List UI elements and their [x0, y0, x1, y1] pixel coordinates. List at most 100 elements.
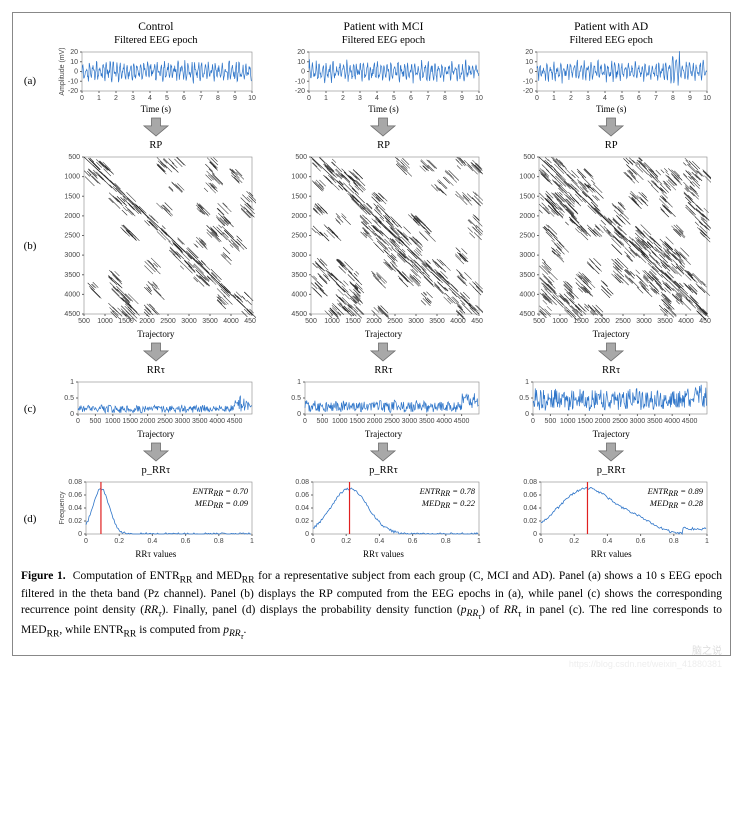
svg-text:4500: 4500: [244, 318, 256, 325]
svg-text:0.06: 0.06: [524, 492, 538, 499]
watermark-url: https://blog.csdn.net/weixin_41880381: [569, 659, 722, 669]
svg-text:2000: 2000: [140, 418, 156, 425]
svg-text:3: 3: [586, 95, 590, 102]
sub-header-1: Filtered EEG epoch: [273, 35, 495, 46]
svg-text:4500: 4500: [682, 418, 698, 425]
svg-text:0.6: 0.6: [181, 538, 191, 545]
svg-text:3500: 3500: [647, 418, 663, 425]
svg-text:2: 2: [569, 95, 573, 102]
svg-text:0: 0: [525, 411, 529, 418]
svg-text:0.5: 0.5: [292, 395, 302, 402]
rp-xlabel: Trajectory: [137, 329, 174, 339]
svg-text:-10: -10: [523, 78, 533, 85]
svg-text:3500: 3500: [64, 272, 80, 279]
svg-text:8: 8: [671, 95, 675, 102]
svg-text:0: 0: [308, 95, 312, 102]
svg-text:500: 500: [533, 318, 545, 325]
svg-text:3500: 3500: [430, 318, 446, 325]
svg-text:1: 1: [70, 379, 74, 386]
svg-text:10: 10: [298, 59, 306, 66]
rrt-title-1: RRτ: [273, 365, 495, 376]
svg-text:1000: 1000: [560, 418, 576, 425]
svg-text:2500: 2500: [160, 318, 176, 325]
rp-title-0: RP: [45, 140, 267, 151]
eeg-panel-1: -20-1001020012345678910Time (s): [273, 48, 495, 114]
svg-text:8: 8: [216, 95, 220, 102]
pdf-xlabel: RRτ values: [135, 549, 176, 559]
svg-text:1: 1: [478, 538, 482, 545]
svg-text:1: 1: [325, 95, 329, 102]
svg-text:4500: 4500: [472, 318, 484, 325]
svg-text:1500: 1500: [292, 193, 308, 200]
svg-text:4000: 4000: [437, 418, 453, 425]
pdf-xlabel: RRτ values: [363, 549, 404, 559]
rp-panel-1: 5005001000100015001500200020002500250030…: [273, 153, 495, 339]
rrt-xlabel: Trajectory: [137, 429, 174, 439]
svg-text:0: 0: [539, 538, 543, 545]
svg-text:20: 20: [298, 49, 306, 56]
pdf-panel-1: 00.020.040.060.0800.20.40.60.81ENTRRR = …: [273, 478, 495, 559]
rp-panel-2: 5005001000100015001500200020002500250030…: [500, 153, 722, 339]
watermark: 脑之说: [692, 642, 722, 657]
svg-text:4500: 4500: [292, 311, 308, 318]
svg-text:0: 0: [298, 411, 302, 418]
svg-text:7: 7: [654, 95, 658, 102]
svg-text:4500: 4500: [454, 418, 470, 425]
svg-text:3000: 3000: [402, 418, 418, 425]
svg-text:2000: 2000: [367, 418, 383, 425]
svg-text:0.02: 0.02: [296, 518, 310, 525]
figure-wrapper: Control Patient with MCI Patient with AD…: [12, 12, 731, 656]
svg-text:0.08: 0.08: [296, 479, 310, 486]
rp-title-1: RP: [273, 140, 495, 151]
svg-text:4000: 4000: [209, 418, 225, 425]
svg-text:0: 0: [304, 418, 308, 425]
svg-text:4: 4: [376, 95, 380, 102]
svg-text:20: 20: [525, 49, 533, 56]
svg-text:-10: -10: [68, 78, 78, 85]
pdf-panel-0: 00.020.040.060.0800.20.40.60.81Frequency…: [45, 478, 267, 559]
svg-text:2: 2: [342, 95, 346, 102]
svg-text:2000: 2000: [595, 418, 611, 425]
svg-text:500: 500: [78, 318, 90, 325]
svg-text:3500: 3500: [419, 418, 435, 425]
rrt-title-2: RRτ: [500, 365, 722, 376]
eeg-xlabel: Time (s): [141, 104, 171, 114]
svg-text:0.4: 0.4: [603, 538, 613, 545]
svg-text:500: 500: [317, 418, 329, 425]
svg-text:2000: 2000: [139, 318, 155, 325]
svg-text:0: 0: [306, 531, 310, 538]
rp-xlabel: Trajectory: [365, 329, 402, 339]
sub-header-2: Filtered EEG epoch: [500, 35, 722, 46]
eeg-panel-2: -20-1001020012345678910Time (s): [500, 48, 722, 114]
rrt-xlabel: Trajectory: [593, 429, 630, 439]
svg-text:1500: 1500: [64, 193, 80, 200]
svg-text:1500: 1500: [346, 318, 362, 325]
svg-text:7: 7: [199, 95, 203, 102]
svg-text:3: 3: [359, 95, 363, 102]
svg-text:9: 9: [461, 95, 465, 102]
svg-text:4: 4: [603, 95, 607, 102]
pdf-xlabel: RRτ values: [591, 549, 632, 559]
sub-header-0: Filtered EEG epoch: [45, 35, 267, 46]
svg-text:3000: 3000: [636, 318, 652, 325]
eeg-xlabel: Time (s): [368, 104, 398, 114]
svg-text:5: 5: [165, 95, 169, 102]
svg-text:4000: 4000: [64, 291, 80, 298]
svg-text:Frequency: Frequency: [59, 491, 66, 525]
pdf-panel-2: 00.020.040.060.0800.20.40.60.81ENTRRR = …: [500, 478, 722, 559]
svg-text:0: 0: [80, 95, 84, 102]
svg-text:1: 1: [298, 379, 302, 386]
svg-text:5: 5: [620, 95, 624, 102]
svg-text:0.6: 0.6: [636, 538, 646, 545]
svg-text:3500: 3500: [520, 272, 536, 279]
svg-text:4: 4: [148, 95, 152, 102]
svg-text:10: 10: [70, 59, 78, 66]
svg-text:0: 0: [533, 531, 537, 538]
svg-text:0.6: 0.6: [408, 538, 418, 545]
svg-text:1000: 1000: [97, 318, 113, 325]
svg-text:0.02: 0.02: [524, 518, 538, 525]
svg-text:0.08: 0.08: [524, 479, 538, 486]
svg-text:-20: -20: [295, 88, 305, 95]
svg-text:0.4: 0.4: [375, 538, 385, 545]
svg-text:0: 0: [531, 418, 535, 425]
